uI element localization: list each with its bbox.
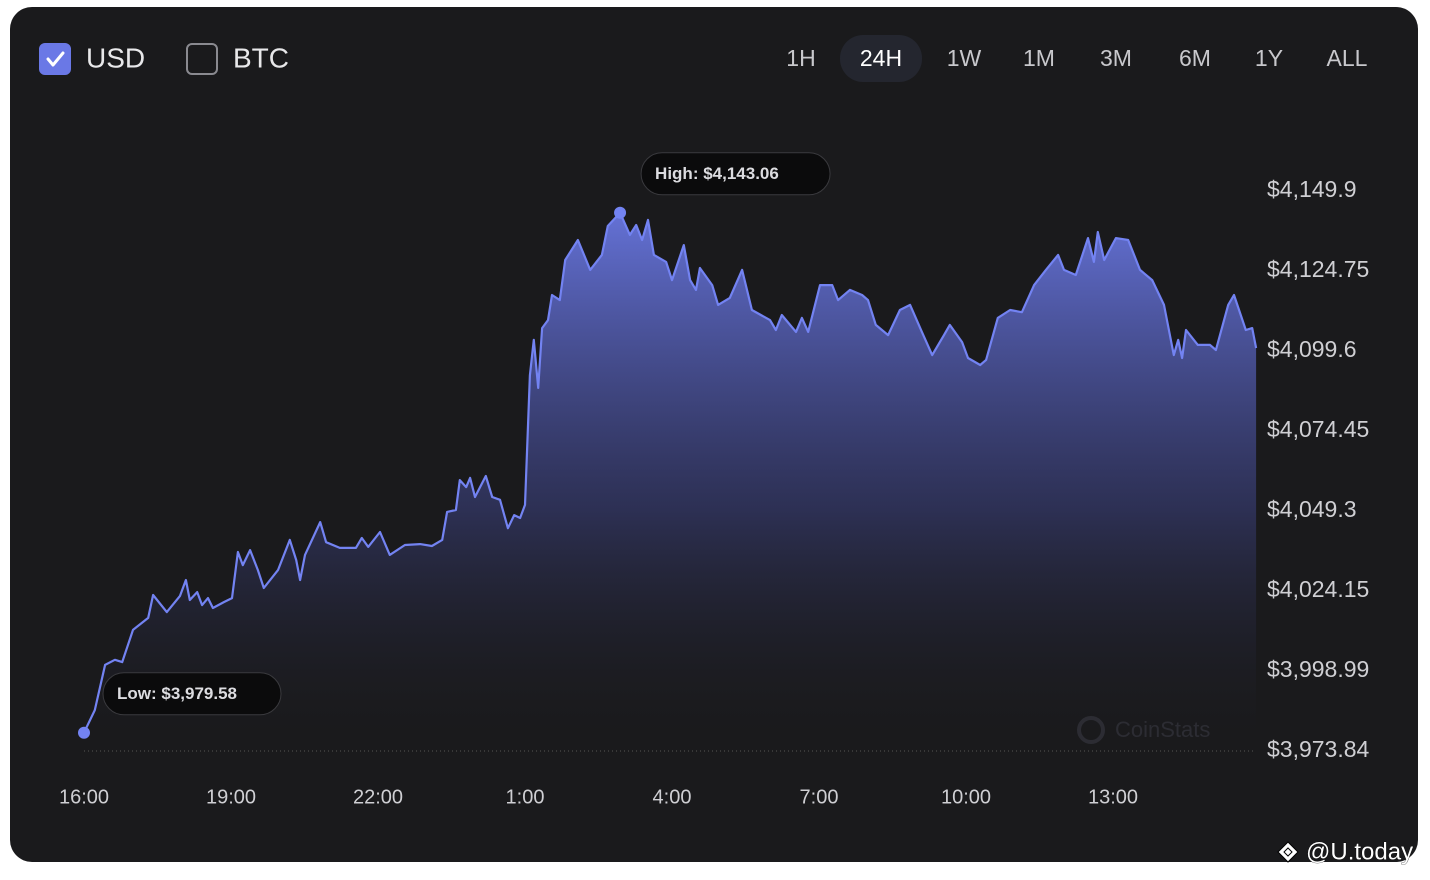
y-tick-label: $3,973.84 xyxy=(1267,736,1370,762)
y-tick-label: $4,124.75 xyxy=(1267,256,1369,282)
x-tick-label: 1:00 xyxy=(506,786,545,808)
range-label[interactable]: 1M xyxy=(1023,45,1055,71)
y-tick-label: $3,998.99 xyxy=(1267,656,1369,682)
range-button[interactable]: 3M xyxy=(1100,45,1132,71)
x-tick-label: 7:00 xyxy=(800,786,839,808)
x-tick-label: 19:00 xyxy=(206,786,256,808)
y-tick-label: $4,049.3 xyxy=(1267,496,1357,522)
range-label[interactable]: 3M xyxy=(1100,45,1132,71)
line xyxy=(83,211,1258,734)
checkbox[interactable] xyxy=(186,43,218,75)
currency-label: BTC xyxy=(233,42,289,73)
range-button[interactable]: 6M xyxy=(1179,45,1211,71)
checkbox[interactable] xyxy=(39,43,71,75)
low-marker xyxy=(78,726,90,739)
x-tick-label: 4:00 xyxy=(653,786,692,808)
range-button[interactable]: 1H xyxy=(786,45,815,71)
range-label[interactable]: 6M xyxy=(1179,45,1211,71)
watermark-text: CoinStats xyxy=(1115,717,1210,742)
low-annotation-box xyxy=(102,672,282,716)
range-label[interactable]: 24H xyxy=(860,45,902,71)
credit: @U.today xyxy=(1277,838,1413,866)
x-tick-label: 10:00 xyxy=(941,786,991,808)
currency-toggle[interactable]: BTC xyxy=(186,42,289,75)
range-active-pill[interactable] xyxy=(840,35,922,82)
x-tick-label: 16:00 xyxy=(59,786,109,808)
y-tick-label: $4,099.6 xyxy=(1267,336,1357,362)
range-button[interactable]: 1Y xyxy=(1255,45,1283,71)
currency-toggle[interactable]: USD xyxy=(39,42,145,75)
range-label[interactable]: 1Y xyxy=(1255,45,1283,71)
watermark-icon xyxy=(1077,716,1105,744)
range-button[interactable]: 1M xyxy=(1023,45,1055,71)
credit-icon xyxy=(1277,841,1299,863)
range-label[interactable]: 1H xyxy=(786,45,815,71)
credit-text: @U.today xyxy=(1306,838,1413,865)
y-tick-label: $4,024.15 xyxy=(1267,576,1369,602)
x-tick-label: 13:00 xyxy=(1088,786,1138,808)
range-button[interactable]: 24H xyxy=(840,35,922,82)
range-button[interactable]: ALL xyxy=(1327,45,1368,71)
x-tick-label: 22:00 xyxy=(353,786,403,808)
currency-label: USD xyxy=(86,42,145,73)
watermark: CoinStats xyxy=(1077,716,1210,744)
range-label[interactable]: ALL xyxy=(1327,45,1368,71)
range-label[interactable]: 1W xyxy=(947,45,982,71)
high-marker xyxy=(614,206,627,219)
y-tick-label: $4,074.45 xyxy=(1267,416,1369,442)
range-button[interactable]: 1W xyxy=(947,45,982,71)
low-annotation: Low: $3,979.58 xyxy=(117,684,237,703)
y-tick-label: $4,149.9 xyxy=(1267,176,1357,202)
high-annotation-box xyxy=(640,152,831,196)
checkmark xyxy=(46,51,65,67)
high-annotation: High: $4,143.06 xyxy=(655,164,779,183)
